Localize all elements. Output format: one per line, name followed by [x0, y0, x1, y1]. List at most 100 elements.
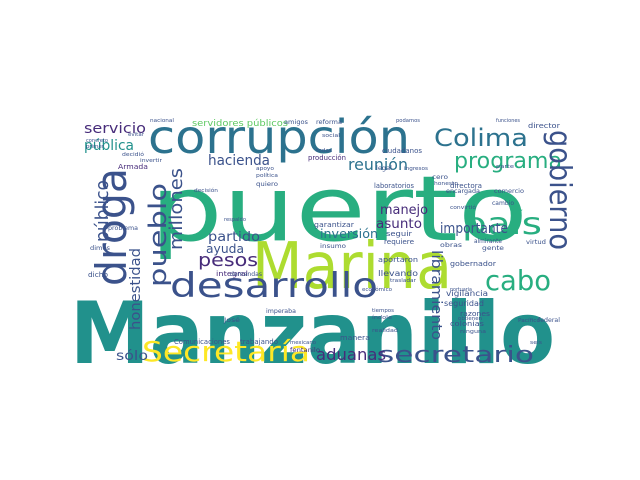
cloud-word: insumo	[320, 243, 346, 250]
cloud-word: directora	[450, 182, 482, 190]
cloud-word: quiero	[256, 181, 278, 188]
cloud-word: José	[223, 317, 241, 324]
cloud-word: honesto	[434, 181, 458, 187]
cloud-word: económico	[362, 286, 392, 293]
cloud-word: ingresos	[404, 166, 428, 172]
cloud-word: pública	[84, 138, 134, 154]
cloud-word: gobernador	[450, 260, 496, 268]
cloud-word: índole	[372, 314, 392, 321]
cloud-word: imperaba	[266, 308, 296, 315]
cloud-word: importante	[440, 221, 508, 237]
cloud-word: trabajando	[240, 338, 278, 346]
cloud-word: servicio	[84, 121, 146, 137]
cloud-word: seguridad	[444, 299, 484, 308]
cloud-word: sólo	[116, 349, 148, 364]
cloud-word: parte	[496, 164, 514, 170]
cloud-word: realidad	[372, 328, 398, 334]
cloud-word: portuaria	[450, 287, 472, 293]
cloud-word: problema	[108, 225, 138, 232]
cloud-word: Marina	[252, 230, 452, 304]
cloud-word: comercio	[494, 188, 524, 195]
cloud-word: evitar	[128, 132, 145, 138]
cloud-word: Colima	[434, 124, 528, 152]
cloud-word: podamos	[396, 118, 420, 124]
cloud-word: honestidad	[128, 248, 144, 330]
cloud-word: todas	[316, 148, 332, 154]
cloud-word: garantizar	[314, 221, 354, 229]
cloud-word: obras	[440, 242, 462, 249]
cloud-word: funciones	[496, 118, 520, 124]
cloud-word: seguir	[386, 230, 412, 238]
cloud-word: asunto	[376, 217, 422, 232]
cloud-word: aduanas	[316, 345, 386, 364]
cloud-word: razones	[460, 310, 490, 318]
cloud-word: integral	[216, 270, 248, 278]
cloud-word: Comunicaciones	[174, 338, 230, 346]
cloud-word: servidores públicos	[192, 119, 288, 129]
cloud-word: Secretaría	[142, 335, 310, 368]
cloud-word: fentanilo	[290, 347, 320, 354]
cloud-word: decidió	[122, 151, 144, 158]
cloud-word: millones	[166, 168, 187, 250]
cloud-word: hacienda	[208, 153, 270, 169]
cloud-word: trasladar	[390, 278, 417, 284]
cloud-word: gobierno	[542, 130, 577, 250]
cloud-word: convirtió	[450, 204, 476, 211]
cloud-word: virtud	[526, 239, 546, 246]
cloud-word: social	[322, 133, 340, 139]
cloud-word: respaldo	[224, 217, 246, 223]
cloud-word: desarrollo	[170, 266, 378, 306]
cloud-word: pesos	[198, 250, 258, 271]
cloud-word: política	[256, 172, 278, 179]
cloud-word: pueblo	[144, 183, 172, 287]
cloud-word: puerto	[150, 157, 528, 262]
cloud-word: almirante	[474, 238, 502, 245]
cloud-word: invertir	[140, 158, 163, 164]
cloud-word: amigos	[284, 119, 308, 126]
cloud-word: aportaron	[378, 256, 418, 264]
cloud-word: reunión	[348, 155, 408, 174]
cloud-word: ninguna	[460, 329, 486, 335]
cloud-word: droga	[87, 168, 136, 286]
cloud-word: Manzanillo	[70, 284, 555, 384]
cloud-word: producción	[308, 154, 346, 162]
cloud-word: programa	[454, 149, 562, 174]
cloud-word: federal	[538, 317, 560, 324]
cloud-word: mexicano	[290, 340, 316, 346]
cloud-word: Pacífico	[518, 317, 540, 324]
cloud-word: requiere	[384, 238, 414, 246]
cloud-word: nacional	[150, 118, 174, 124]
cloud-word: obtienen	[458, 316, 482, 322]
cloud-word: dimos	[90, 245, 110, 252]
cloud-word: manejo	[380, 203, 428, 218]
cloud-word: libramiento	[428, 250, 444, 340]
cloud-word: país	[462, 207, 542, 242]
cloud-word: tiempos	[372, 308, 394, 314]
cloud-word: primer	[86, 144, 105, 150]
cloud-word: gente	[482, 245, 504, 252]
cloud-word: público	[92, 180, 113, 242]
cloud-word: laboratorios	[374, 182, 414, 190]
cloud-word: legal	[376, 165, 392, 172]
cloud-word: ayuda	[206, 242, 244, 256]
cloud-word: concreto	[86, 138, 108, 144]
cloud-word: llevando	[378, 269, 418, 278]
cloud-word: Armada	[118, 163, 148, 171]
cloud-word: seis	[530, 340, 542, 346]
cloud-word: manera	[340, 334, 370, 342]
cloud-word: dicho	[88, 271, 108, 279]
cloud-word: cero	[432, 174, 448, 181]
cloud-word: director	[528, 122, 560, 130]
cloud-word: colonias	[450, 320, 484, 328]
cloud-word: secretario	[378, 343, 534, 368]
cloud-word: reforma	[316, 119, 342, 126]
cloud-word: demandas	[230, 271, 262, 278]
cloud-word: partido	[208, 230, 260, 245]
cloud-word: cambio	[492, 200, 514, 207]
cloud-word: decisión	[194, 187, 218, 194]
cloud-word: apoyo	[256, 166, 274, 172]
cloud-word: encargada	[446, 188, 480, 195]
cloud-word: cabo	[485, 264, 551, 297]
cloud-word: corrupción	[148, 110, 410, 164]
